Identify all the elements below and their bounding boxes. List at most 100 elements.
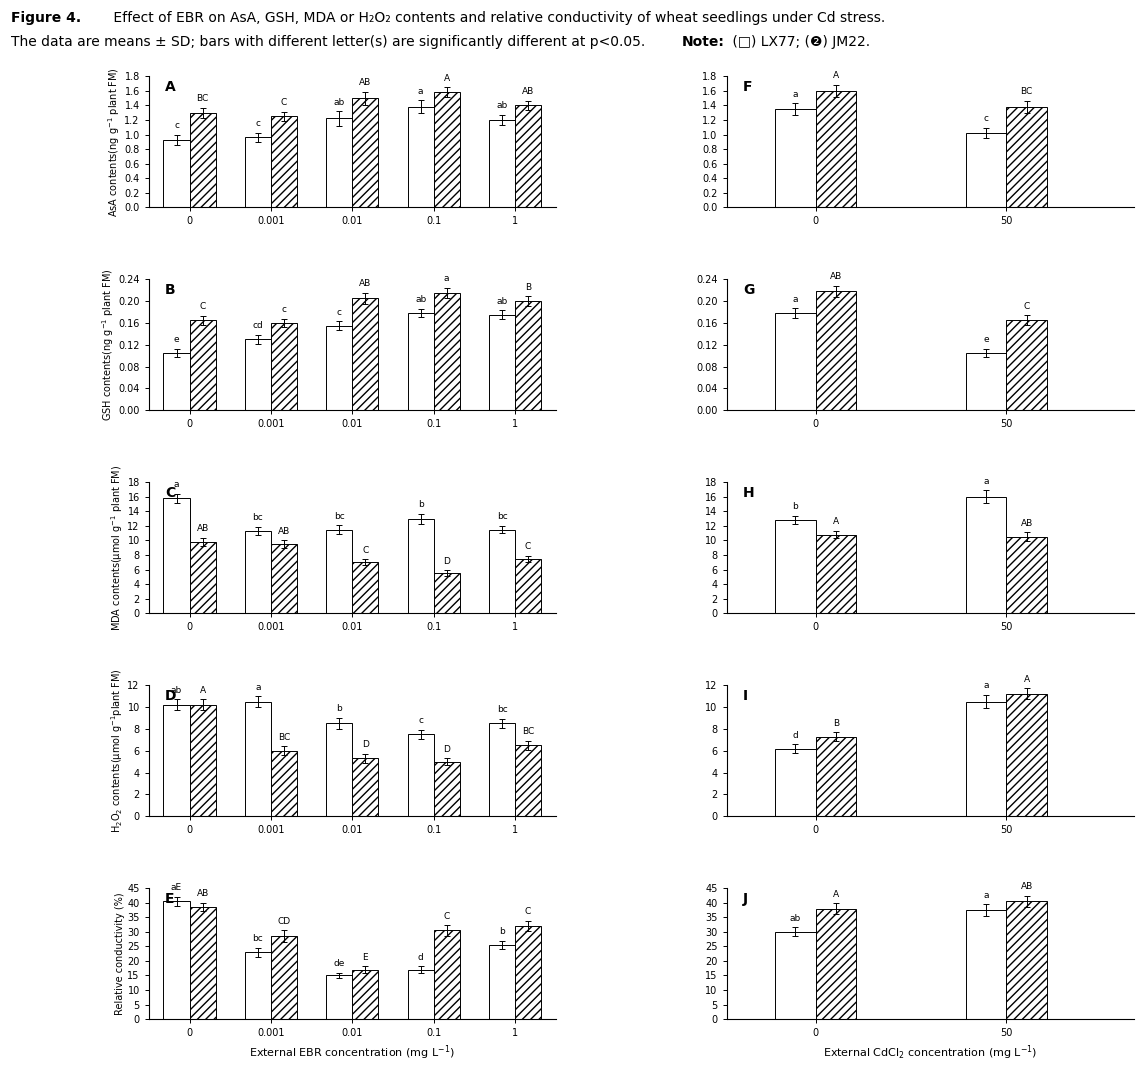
Text: ab: ab	[171, 686, 182, 694]
Text: d: d	[792, 730, 798, 740]
Text: A: A	[832, 72, 839, 81]
Text: H: H	[743, 486, 755, 500]
Bar	[190, 320, 215, 410]
Text: c: c	[255, 120, 260, 129]
Bar	[326, 530, 353, 614]
Bar	[353, 759, 378, 816]
Text: AB: AB	[197, 889, 208, 898]
Bar	[164, 140, 190, 207]
Text: BC: BC	[278, 732, 290, 742]
Text: ab: ab	[497, 296, 507, 306]
Bar	[515, 106, 542, 207]
Bar	[408, 107, 434, 207]
Bar	[1006, 536, 1047, 614]
Text: b: b	[337, 704, 342, 713]
Bar	[965, 353, 1006, 410]
Text: ab: ab	[333, 98, 345, 107]
Text: (□) LX77; (❷) JM22.: (□) LX77; (❷) JM22.	[728, 35, 870, 49]
Y-axis label: GSH contents(ng g$^{-1}$ plant FM): GSH contents(ng g$^{-1}$ plant FM)	[100, 268, 116, 421]
Bar	[190, 907, 215, 1019]
Text: a: a	[984, 891, 989, 899]
Bar	[434, 573, 460, 614]
Bar	[245, 339, 271, 410]
X-axis label: External EBR concentration (mg L$^{-1}$): External EBR concentration (mg L$^{-1}$)	[250, 1044, 456, 1063]
Text: Note:: Note:	[681, 35, 724, 49]
Text: aE: aE	[171, 883, 182, 893]
Text: a: a	[418, 87, 424, 96]
Text: a: a	[984, 476, 989, 486]
Text: AB: AB	[1020, 883, 1033, 892]
Bar	[326, 976, 353, 1019]
Text: J: J	[743, 892, 748, 906]
Text: c: c	[984, 114, 988, 123]
Text: a: a	[444, 275, 450, 283]
Bar	[815, 909, 856, 1019]
Bar	[775, 749, 815, 816]
Text: AB: AB	[1020, 519, 1033, 528]
Bar	[190, 705, 215, 816]
Bar	[1006, 694, 1047, 816]
Text: e: e	[984, 335, 989, 344]
Bar	[353, 98, 378, 207]
Text: BC: BC	[522, 727, 535, 736]
Bar	[434, 293, 460, 410]
Text: AB: AB	[830, 272, 842, 281]
Bar	[353, 562, 378, 614]
Bar	[245, 953, 271, 1019]
Bar	[489, 945, 515, 1019]
Bar	[434, 762, 460, 816]
Bar	[1006, 320, 1047, 410]
Text: bc: bc	[497, 512, 507, 521]
Text: B: B	[832, 718, 839, 727]
Y-axis label: AsA contents(ng g$^{-1}$ plant FM): AsA contents(ng g$^{-1}$ plant FM)	[105, 66, 121, 217]
Bar	[434, 93, 460, 207]
Bar	[408, 519, 434, 614]
Text: b: b	[418, 500, 424, 509]
Text: A: A	[832, 518, 839, 526]
Text: A: A	[832, 889, 839, 899]
Bar	[489, 724, 515, 816]
Bar	[775, 109, 815, 207]
Bar	[815, 737, 856, 816]
Bar	[271, 544, 297, 614]
Text: c: c	[282, 305, 286, 314]
Text: bc: bc	[253, 934, 263, 943]
Text: The data are means ± SD; bars with different letter(s) are significantly differe: The data are means ± SD; bars with diffe…	[11, 35, 650, 49]
Text: C: C	[1024, 302, 1029, 311]
Text: b: b	[792, 502, 798, 511]
Bar	[775, 313, 815, 410]
Text: A: A	[199, 686, 206, 694]
Bar	[815, 534, 856, 614]
Text: e: e	[174, 335, 180, 344]
Bar	[271, 936, 297, 1019]
Text: A: A	[1024, 675, 1029, 683]
Text: a: a	[984, 681, 989, 690]
Text: c: c	[418, 716, 424, 725]
Text: Effect of EBR on AsA, GSH, MDA or H₂O₂ contents and relative conductivity of whe: Effect of EBR on AsA, GSH, MDA or H₂O₂ c…	[109, 11, 885, 25]
Y-axis label: MDA contents(μmol g$^{-1}$ plant FM): MDA contents(μmol g$^{-1}$ plant FM)	[109, 464, 125, 631]
Bar	[326, 119, 353, 207]
Text: a: a	[792, 294, 798, 304]
Text: BC: BC	[197, 94, 208, 102]
Text: C: C	[165, 486, 175, 500]
Text: AB: AB	[360, 78, 371, 87]
Text: Figure 4.: Figure 4.	[11, 11, 81, 25]
Bar	[164, 901, 190, 1019]
Bar	[775, 932, 815, 1019]
Bar	[245, 137, 271, 207]
Text: AB: AB	[360, 279, 371, 289]
Bar	[326, 326, 353, 410]
Text: A: A	[165, 81, 176, 94]
Text: bc: bc	[253, 513, 263, 522]
Text: C: C	[524, 907, 531, 917]
Text: D: D	[443, 744, 450, 754]
Bar	[965, 497, 1006, 614]
Text: cd: cd	[253, 322, 263, 330]
Text: bc: bc	[497, 705, 507, 714]
Bar	[515, 746, 542, 816]
Bar	[190, 542, 215, 614]
Text: E: E	[165, 892, 175, 906]
Text: b: b	[499, 926, 505, 936]
Text: C: C	[281, 98, 287, 107]
Text: G: G	[743, 283, 755, 298]
